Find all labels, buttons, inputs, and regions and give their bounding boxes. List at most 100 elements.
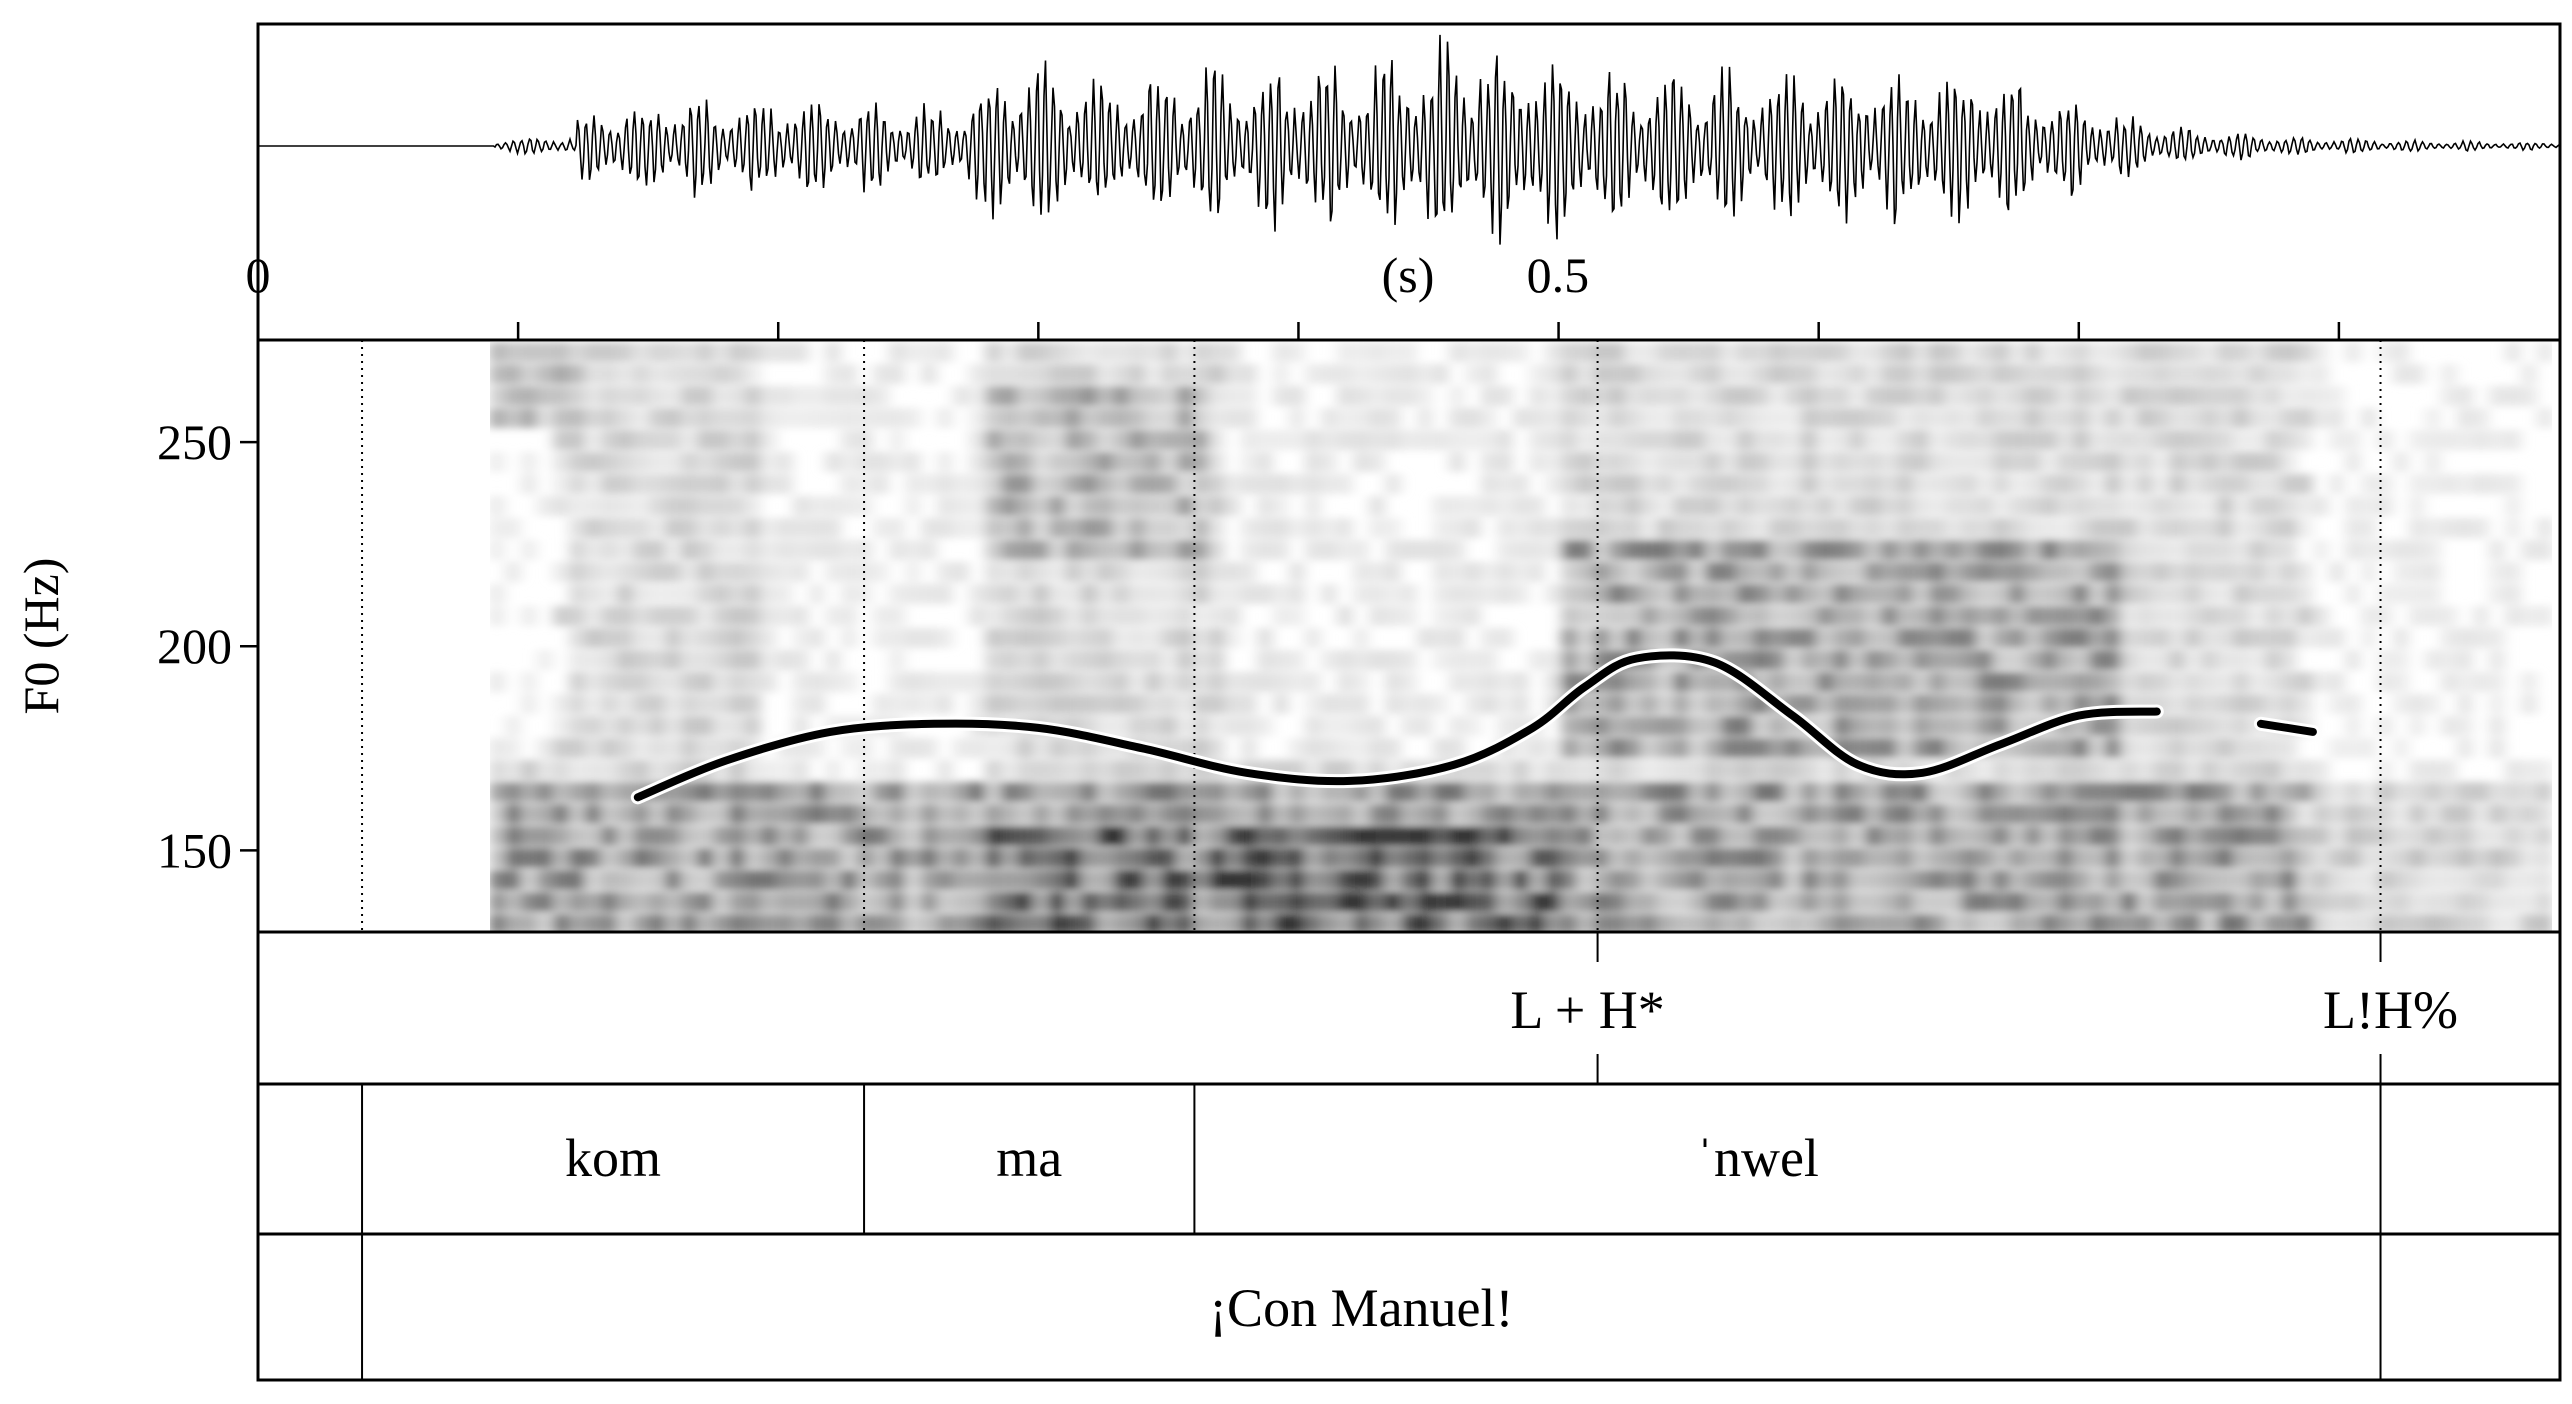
spectrogram-cell [1098,650,1112,670]
spectrogram-cell [1002,408,1016,428]
spectrogram-cell [1050,782,1064,802]
spectrogram-cell [1162,672,1176,692]
spectrogram-cell [1082,342,1096,362]
spectrogram-cell [490,782,504,802]
spectrogram-cell [874,364,888,384]
spectrogram-cell [2442,518,2456,538]
spectrogram-cell [2106,540,2120,560]
spectrogram-cell [634,826,648,846]
spectrogram-cell [1466,606,1480,626]
spectrogram-cell [1178,628,1192,648]
spectrogram-cell [522,848,536,868]
spectrogram-cell [2378,474,2392,494]
spectrogram-cell [1050,760,1064,780]
spectrogram-cell [1370,914,1384,932]
spectrogram-cell [1098,782,1112,802]
spectrogram-cell [2042,474,2056,494]
spectrogram-cell [1658,474,1672,494]
spectrogram-cell [2074,892,2088,912]
spectrogram-cell [1018,364,1032,384]
spectrogram-cell [762,782,776,802]
spectrogram-cell [1834,716,1848,736]
spectrogram-cell [2202,892,2216,912]
spectrogram-cell [1834,474,1848,494]
spectrogram-cell [2506,826,2520,846]
spectrogram-cell [618,738,632,758]
spectrogram-cell [602,848,616,868]
spectrogram-cell [730,386,744,406]
spectrogram-cell [1002,452,1016,472]
spectrogram-cell [1690,452,1704,472]
spectrogram-cell [2234,496,2248,516]
spectrogram-cell [890,738,904,758]
spectrogram-cell [1290,342,1304,362]
spectrogram-cell [1450,342,1464,362]
spectrogram-cell [1322,738,1336,758]
spectrogram-cell [1018,804,1032,824]
spectrogram-cell [746,826,760,846]
spectrogram-cell [1626,518,1640,538]
spectrogram-cell [714,716,728,736]
spectrogram-cell [1082,518,1096,538]
spectrogram-cell [842,452,856,472]
spectrogram-cell [1994,826,2008,846]
spectrogram-cell [1306,540,1320,560]
spectrogram-cell [1322,804,1336,824]
spectrogram-cell [2506,386,2520,406]
spectrogram-cell [970,804,984,824]
spectrogram-cell [2042,518,2056,538]
spectrogram-cell [1978,694,1992,714]
spectrogram-cell [1994,386,2008,406]
spectrogram-cell [2266,848,2280,868]
spectrogram-cell [890,782,904,802]
spectrogram-cell [1642,430,1656,450]
spectrogram-cell [938,628,952,648]
spectrogram-cell [2490,782,2504,802]
spectrogram-cell [1658,584,1672,604]
spectrogram-cell [2138,606,2152,626]
spectrogram-cell [2090,628,2104,648]
spectrogram-cell [1130,518,1144,538]
spectrogram-cell [2538,782,2552,802]
spectrogram-cell [1258,452,1272,472]
spectrogram-cell [2442,386,2456,406]
spectrogram-cell [2074,848,2088,868]
spectrogram-cell [1066,386,1080,406]
spectrogram-cell [890,804,904,824]
spectrogram-cell [1770,430,1784,450]
spectrogram-cell [1354,386,1368,406]
spectrogram-cell [1706,452,1720,472]
spectrogram-cell [1322,848,1336,868]
spectrogram-cell [2538,342,2552,362]
spectrogram-cell [2170,848,2184,868]
spectrogram-cell [1978,848,1992,868]
spectrogram-cell [1418,914,1432,932]
spectrogram-cell [2394,826,2408,846]
spectrogram-cell [1034,606,1048,626]
spectrogram-cell [1194,628,1208,648]
spectrogram-cell [1978,518,1992,538]
spectrogram-cell [1018,694,1032,714]
spectrogram-cell [1146,760,1160,780]
spectrogram-cell [842,540,856,560]
spectrogram-cell [1418,540,1432,560]
spectrogram-cell [522,826,536,846]
spectrogram-cell [506,364,520,384]
spectrogram-cell [522,342,536,362]
spectrogram-cell [938,584,952,604]
spectrogram-cell [1770,452,1784,472]
spectrogram-cell [1050,430,1064,450]
spectrogram-cell [2490,694,2504,714]
spectrogram-cell [1194,804,1208,824]
spectrogram-cell [682,716,696,736]
spectrogram-cell [1866,892,1880,912]
spectrogram-cell [1434,694,1448,714]
time-tick-label-0-5: 0.5 [1527,247,1590,303]
spectrogram-cell [1226,474,1240,494]
spectrogram-cell [1914,738,1928,758]
spectrogram-cell [810,782,824,802]
spectrogram-cell [1498,826,1512,846]
spectrogram-cell [2410,914,2424,932]
spectrogram-cell [1450,408,1464,428]
spectrogram-cell [1594,342,1608,362]
